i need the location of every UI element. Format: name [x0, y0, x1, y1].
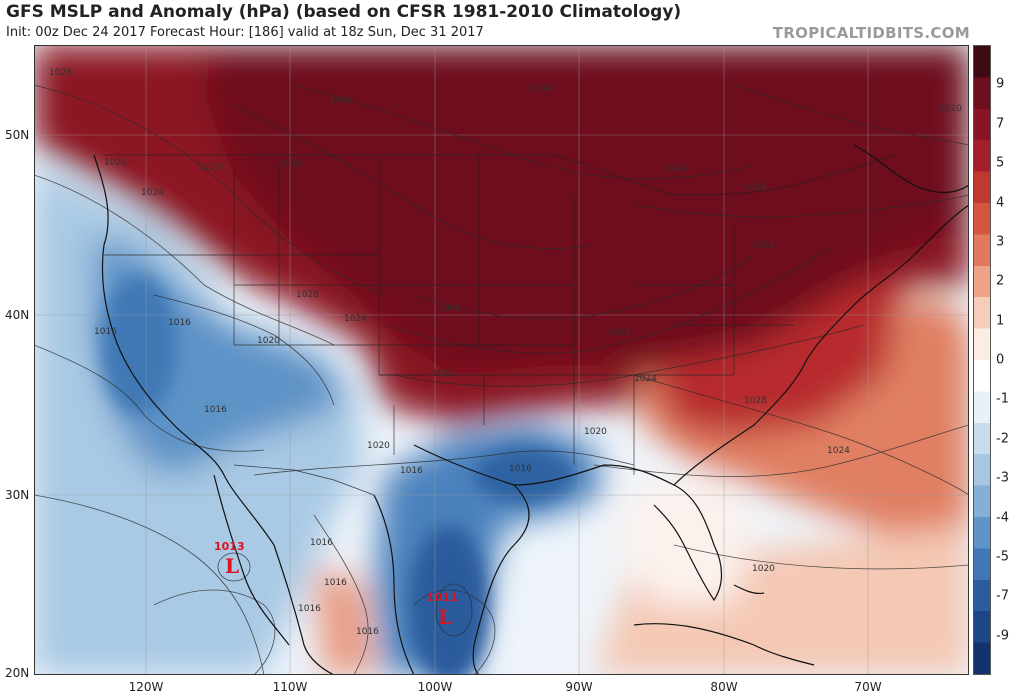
- isobar-label: 1020: [257, 336, 280, 346]
- colorbar-tick-label: -7: [996, 588, 1009, 604]
- low-pressure-symbol: L: [438, 605, 452, 629]
- isobar-label: 1020: [584, 427, 607, 437]
- isobar-label: 1036: [744, 183, 767, 193]
- isobar-label: 1024: [344, 314, 367, 324]
- colorbar-tick-label: 2: [996, 273, 1005, 289]
- lat-label-40n: 40N: [5, 308, 30, 322]
- coastlines: [93, 144, 969, 675]
- colorbar-tick-label: 4: [996, 195, 1005, 210]
- political-borders: [104, 154, 895, 496]
- isobar-label: 1020: [939, 104, 962, 114]
- pressure-anomaly-map: 1028 1020 1028 1024 1036 1040 1044 1020 …: [34, 45, 969, 675]
- low-pressure-value: 1011: [427, 591, 458, 604]
- low-pressure-value: 1013: [214, 540, 245, 553]
- lon-label-90w: 90W: [565, 680, 593, 694]
- strong-negative-west: [101, 275, 177, 415]
- isobar-label: 1024: [634, 374, 657, 384]
- colorbar-tick-label: -4: [996, 510, 1009, 525]
- strong-negative-texas: [474, 447, 574, 503]
- colorbar-tick-label: -1: [996, 391, 1009, 407]
- isobar-label: 1016: [400, 466, 423, 476]
- graticule: [34, 45, 969, 675]
- map-title: GFS MSLP and Anomaly (hPa) (based on CFS…: [6, 2, 682, 22]
- positive-anomaly-core: [204, 45, 969, 375]
- isobar-label: 1040: [664, 164, 687, 174]
- low-pressure-center-baja: 1013 L: [214, 540, 245, 578]
- isobar-label: 1016: [298, 604, 321, 614]
- isobar-label: 1036: [279, 159, 302, 169]
- lat-label-30n: 30N: [5, 488, 30, 502]
- forecast-subtitle: Init: 00z Dec 24 2017 Forecast Hour: [18…: [6, 25, 484, 40]
- isobar-label: 1024: [141, 188, 164, 198]
- lat-label-50n: 50N: [5, 128, 30, 142]
- isobar-label: 1040: [438, 304, 461, 314]
- colorbar-tick-label: -2: [996, 431, 1009, 447]
- isobar-label: 1044: [529, 84, 552, 94]
- isobar-label: 1016: [168, 318, 191, 328]
- isobar-label: 1028: [49, 68, 72, 78]
- colorbar-tick-label: 0: [996, 352, 1005, 368]
- isobar-label: 1028: [199, 163, 222, 173]
- isobar-label: 1016: [94, 327, 117, 337]
- strong-negative-gulf: [409, 525, 489, 675]
- low-pressure-center-mexico: 1011 L: [427, 591, 458, 629]
- isobar-label: 1016: [509, 464, 532, 474]
- isobar-label: 1016: [356, 627, 379, 637]
- lon-label-70w: 70W: [854, 680, 882, 694]
- isobar-label: 1032: [432, 369, 455, 379]
- low-pressure-symbol: L: [225, 554, 239, 578]
- neutral-florida: [614, 475, 754, 605]
- isobar-label: 1020: [104, 158, 127, 168]
- isobar-label: 1032: [752, 241, 775, 251]
- lon-label-120w: 120W: [128, 680, 164, 694]
- isobar-label: 1040: [330, 96, 353, 106]
- brand-watermark: TROPICALTIDBITS.COM: [772, 24, 970, 42]
- lon-label-110w: 110W: [272, 680, 308, 694]
- colorbar-tick-label: -3: [996, 470, 1009, 486]
- isobar-label: 1024: [827, 446, 850, 456]
- isobar-label: 1020: [752, 564, 775, 574]
- colorbar-tick-label: 9: [996, 76, 1005, 92]
- isobar-label: 1016: [204, 405, 227, 415]
- colorbar-tick-label: 7: [996, 116, 1005, 132]
- colorbar-tick-label: 3: [996, 234, 1005, 250]
- isobar-label: 1016: [310, 538, 333, 548]
- isobar-label: 1020: [367, 441, 390, 451]
- isobar-label: 1028: [744, 396, 767, 406]
- colorbar-tick-label: 1: [996, 313, 1005, 329]
- isobar-label: 1028: [296, 290, 319, 300]
- isobar-label: 1028: [608, 328, 631, 338]
- anomaly-colorbar: [973, 45, 991, 675]
- isobar-labels: 1028 1020 1028 1024 1036 1040 1044 1020 …: [49, 68, 962, 637]
- colorbar-tick-label: -9: [996, 628, 1009, 644]
- lat-label-20n: 20N: [5, 666, 30, 680]
- lon-label-100w: 100W: [417, 680, 453, 694]
- isobar-label: 1016: [324, 578, 347, 588]
- colorbar-tick-label: 5: [996, 155, 1005, 171]
- colorbar-tick-label: -5: [996, 549, 1009, 565]
- lon-label-80w: 80W: [710, 680, 738, 694]
